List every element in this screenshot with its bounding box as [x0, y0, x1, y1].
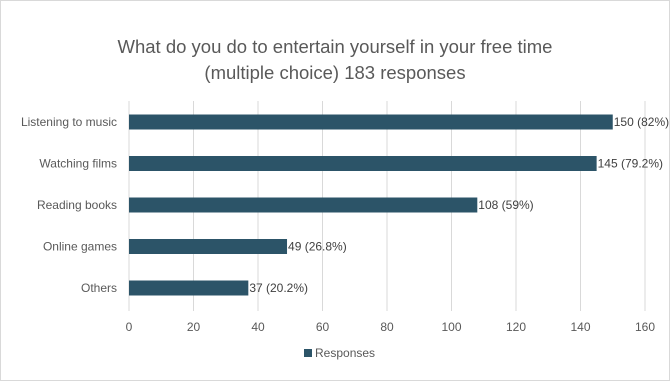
legend-label: Responses: [315, 346, 375, 360]
x-tick-label: 120: [506, 320, 526, 334]
x-tick-label: 0: [126, 320, 133, 334]
bar: [129, 239, 288, 254]
category-label: Online games: [43, 240, 117, 254]
x-tick-label: 80: [380, 320, 394, 334]
legend: Responses: [304, 346, 375, 360]
x-axis-tick-labels: 0 20 40 60 80 100 120 140 160: [126, 320, 656, 334]
bars: [129, 114, 613, 296]
bar: [129, 156, 597, 171]
chart-title-line-1: What do you do to entertain yourself in …: [118, 36, 553, 57]
legend-swatch: [304, 349, 312, 357]
category-label: Listening to music: [21, 115, 117, 129]
x-tick-label: 160: [635, 320, 655, 334]
x-tick-label: 140: [570, 320, 590, 334]
data-label: 150 (82%): [614, 115, 669, 129]
data-label: 108 (59%): [478, 198, 533, 212]
category-label: Reading books: [37, 198, 117, 212]
category-labels: Listening to music Watching films Reading …: [21, 115, 117, 295]
data-label: 145 (79.2%): [598, 157, 663, 171]
bar: [129, 197, 478, 213]
bar: [129, 114, 613, 130]
x-tick-label: 60: [316, 320, 330, 334]
data-labels: 150 (82%) 145 (79.2%) 108 (59%) 49 (26.8%) 3…: [249, 115, 669, 295]
x-tick-label: 40: [251, 320, 265, 334]
bar: [129, 280, 249, 296]
x-tick-label: 100: [441, 320, 461, 334]
category-label: Watching films: [39, 157, 117, 171]
x-tick-label: 20: [187, 320, 201, 334]
chart-title-line-2: (multiple choice) 183 responses: [204, 62, 465, 83]
data-label: 37 (20.2%): [249, 281, 308, 295]
category-label: Others: [81, 281, 117, 295]
data-label: 49 (26.8%): [288, 240, 347, 254]
